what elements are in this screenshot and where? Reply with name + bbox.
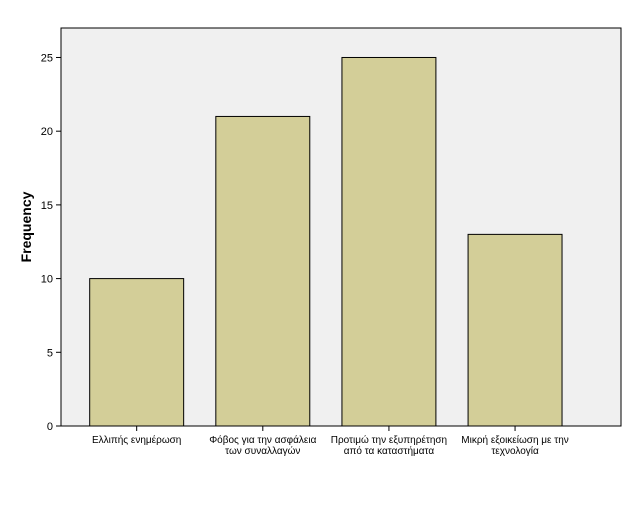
bar bbox=[89, 278, 185, 427]
y-tick-label: 5 bbox=[47, 347, 53, 359]
x-tick-label: τεχνολογία bbox=[491, 445, 539, 457]
x-tick-label: Ελλιπής ενημέρωση bbox=[92, 434, 181, 446]
y-axis: 0 5 10 15 20 25 bbox=[41, 52, 61, 433]
bar bbox=[467, 233, 563, 427]
y-tick-label: 15 bbox=[41, 200, 53, 212]
y-tick-label: 0 bbox=[47, 421, 53, 433]
bars-layer bbox=[89, 56, 563, 427]
y-tick-label: 25 bbox=[41, 52, 53, 64]
x-axis: Ελλιπής ενημέρωση Φόβος για την ασφάλειατ… bbox=[92, 426, 569, 457]
y-axis-label: Frequency bbox=[18, 191, 34, 262]
y-tick-label: 10 bbox=[41, 274, 53, 286]
x-tick-label: Μικρή εξοικείωση με την bbox=[461, 434, 569, 446]
bar bbox=[341, 56, 437, 427]
x-tick-label: Προτιμώ την εξυπηρέτηση bbox=[331, 434, 447, 446]
bar bbox=[215, 115, 311, 427]
x-tick-label: από τα καταστήματα bbox=[344, 445, 435, 457]
x-tick-label: των συναλλαγών bbox=[225, 445, 300, 457]
y-tick-label: 20 bbox=[41, 126, 53, 138]
x-tick-label: Φόβος για την ασφάλεια bbox=[209, 434, 316, 446]
